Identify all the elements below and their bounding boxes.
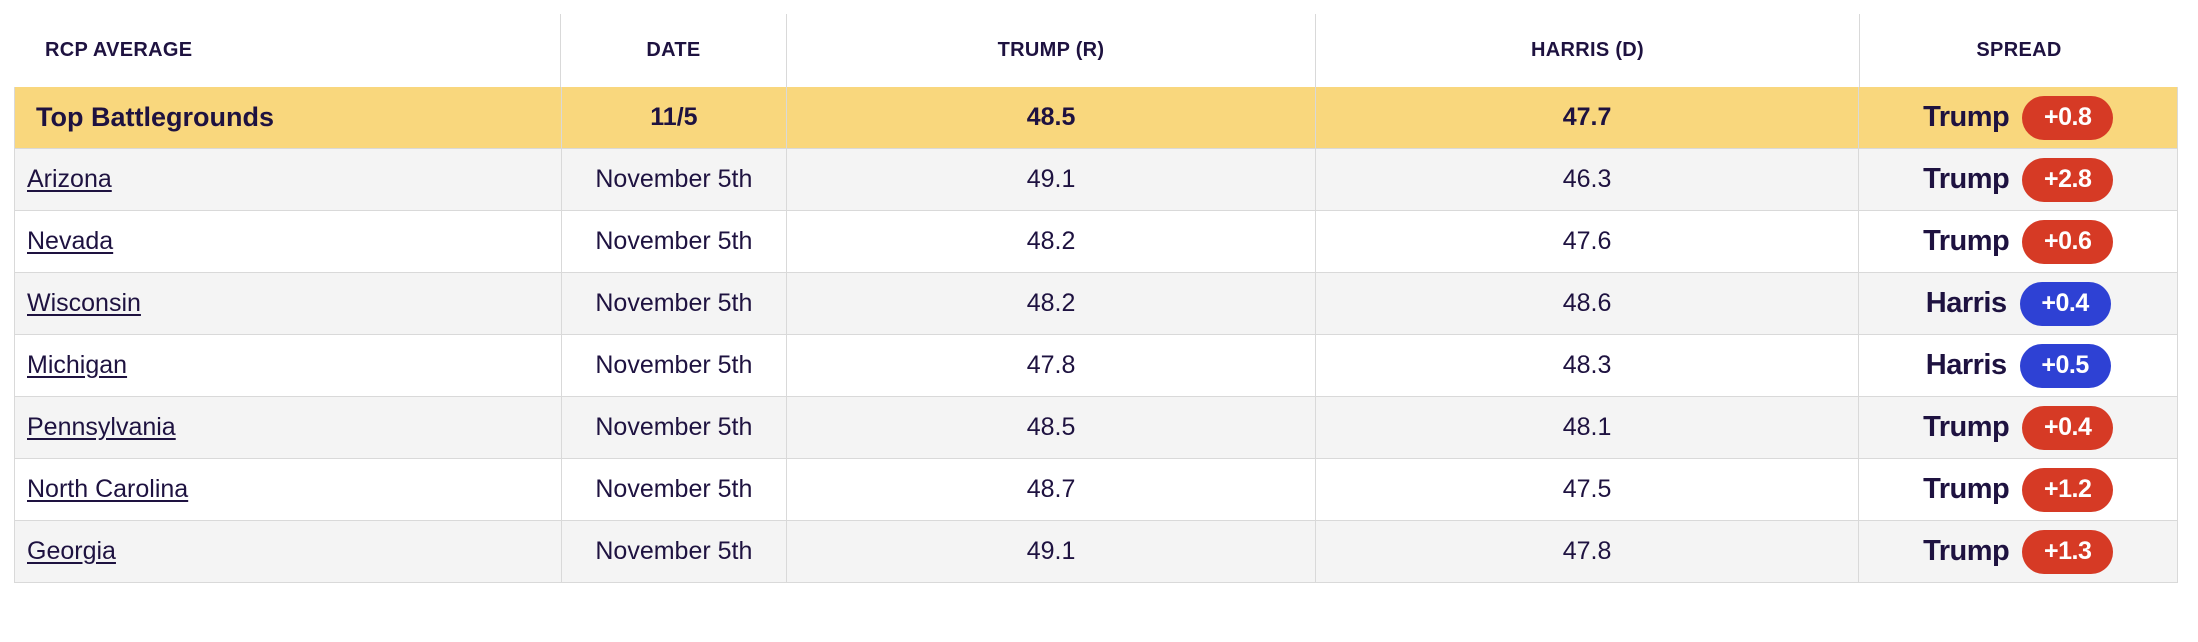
spread-badge: +0.4 [2022, 405, 2114, 450]
harris-value: 47.8 [1316, 521, 1860, 582]
date-cell: November 5th [562, 149, 788, 210]
spread-cell: Harris +0.5 [1859, 335, 2177, 396]
date-cell: November 5th [562, 459, 788, 520]
state-link-north-carolina[interactable]: North Carolina [27, 475, 189, 503]
trump-value: 48.5 [787, 87, 1316, 148]
spread-badge: +1.3 [2022, 529, 2114, 574]
table-row-nevada: Nevada November 5th 48.2 47.6 Trump +0.6 [15, 211, 2177, 273]
spread-badge: +1.2 [2022, 467, 2114, 512]
table-header-row: RCP AVERAGE DATE TRUMP (R) HARRIS (D) SP… [14, 14, 2178, 87]
state-link-michigan[interactable]: Michigan [27, 351, 128, 379]
state-link-pennsylvania[interactable]: Pennsylvania [27, 413, 176, 441]
state-link-arizona[interactable]: Arizona [27, 165, 112, 193]
spread-leader: Harris [1925, 349, 2007, 381]
date-cell: November 5th [562, 397, 788, 458]
spread-cell: Trump +0.6 [1859, 211, 2177, 272]
harris-value: 46.3 [1316, 149, 1860, 210]
spread-cell: Trump +0.8 [1859, 87, 2177, 148]
date-cell: November 5th [562, 273, 788, 334]
trump-value: 49.1 [787, 521, 1316, 582]
table-row-georgia: Georgia November 5th 49.1 47.8 Trump +1.… [15, 521, 2177, 583]
table-row-arizona: Arizona November 5th 49.1 46.3 Trump +2.… [15, 149, 2177, 211]
date-cell: November 5th [562, 521, 788, 582]
trump-value: 48.7 [787, 459, 1316, 520]
column-header-rcp-average: RCP AVERAGE [14, 14, 561, 87]
spread-cell: Trump +1.3 [1859, 521, 2177, 582]
harris-value: 48.3 [1316, 335, 1860, 396]
trump-value: 47.8 [787, 335, 1316, 396]
state-link-nevada[interactable]: Nevada [27, 227, 114, 255]
spread-badge: +0.5 [2019, 343, 2111, 388]
spread-badge: +0.6 [2022, 219, 2114, 264]
harris-value: 48.6 [1316, 273, 1860, 334]
spread-leader: Trump [1923, 163, 2010, 195]
table-row-pennsylvania: Pennsylvania November 5th 48.5 48.1 Trum… [15, 397, 2177, 459]
rcp-average-table: RCP AVERAGE DATE TRUMP (R) HARRIS (D) SP… [14, 14, 2178, 583]
spread-badge: +0.4 [2019, 281, 2111, 326]
spread-leader: Trump [1923, 225, 2010, 257]
state-link-georgia[interactable]: Georgia [27, 537, 116, 565]
column-header-date: DATE [561, 14, 787, 87]
spread-badge: +2.8 [2022, 157, 2114, 202]
column-header-harris: HARRIS (D) [1316, 14, 1860, 87]
trump-value: 48.5 [787, 397, 1316, 458]
table-row-wisconsin: Wisconsin November 5th 48.2 48.6 Harris … [15, 273, 2177, 335]
harris-value: 48.1 [1316, 397, 1860, 458]
spread-leader: Trump [1923, 535, 2010, 567]
summary-name: Top Battlegrounds [36, 102, 274, 132]
spread-leader: Trump [1923, 473, 2010, 505]
column-header-spread: SPREAD [1976, 39, 2062, 61]
trump-value: 48.2 [787, 211, 1316, 272]
table-row-michigan: Michigan November 5th 47.8 48.3 Harris +… [15, 335, 2177, 397]
table-row-north-carolina: North Carolina November 5th 48.7 47.5 Tr… [15, 459, 2177, 521]
spread-leader: Trump [1923, 101, 2010, 133]
spread-badge: +0.8 [2022, 95, 2114, 140]
spread-cell: Trump +2.8 [1859, 149, 2177, 210]
harris-value: 47.6 [1316, 211, 1860, 272]
state-link-wisconsin[interactable]: Wisconsin [27, 289, 141, 317]
date-cell: November 5th [562, 211, 788, 272]
harris-value: 47.7 [1316, 87, 1860, 148]
date-cell: November 5th [562, 335, 788, 396]
summary-label: Top Battlegrounds [15, 87, 562, 148]
trump-value: 48.2 [787, 273, 1316, 334]
spread-leader: Harris [1925, 287, 2007, 319]
spread-cell: Trump +1.2 [1859, 459, 2177, 520]
harris-value: 47.5 [1316, 459, 1860, 520]
table-row-top-battlegrounds: Top Battlegrounds 11/5 48.5 47.7 Trump +… [15, 87, 2177, 149]
column-header-trump: TRUMP (R) [787, 14, 1316, 87]
spread-cell: Trump +0.4 [1859, 397, 2177, 458]
date-cell: 11/5 [562, 87, 788, 148]
spread-leader: Trump [1923, 411, 2010, 443]
table-body: Top Battlegrounds 11/5 48.5 47.7 Trump +… [14, 87, 2178, 583]
spread-cell: Harris +0.4 [1859, 273, 2177, 334]
trump-value: 49.1 [787, 149, 1316, 210]
